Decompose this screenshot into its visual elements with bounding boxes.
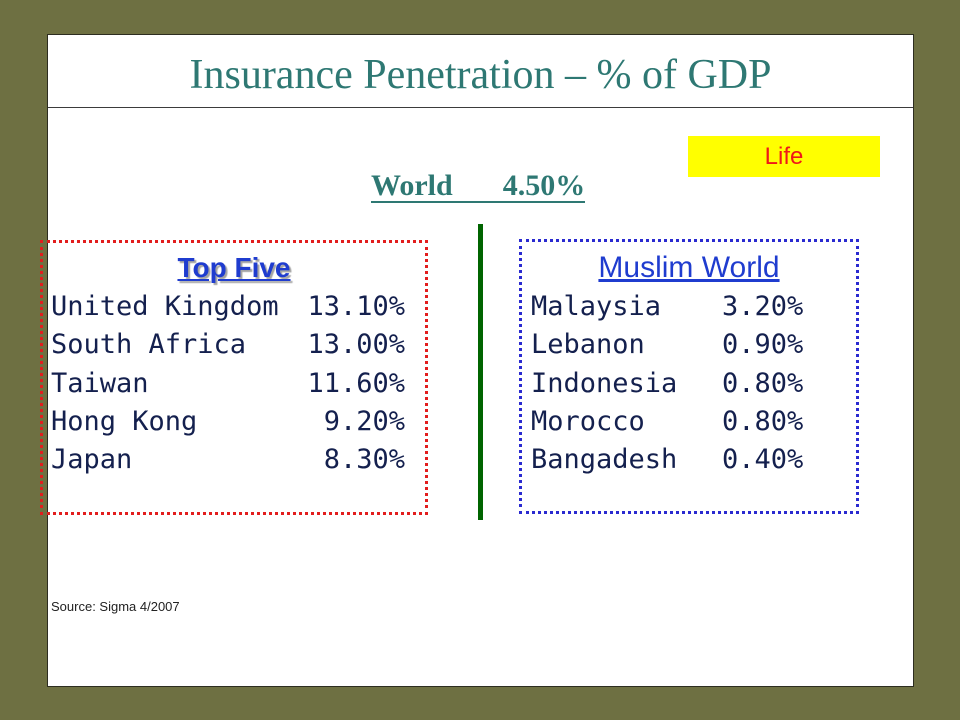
penetration-value: 3.20% <box>722 291 804 322</box>
country-name: Taiwan <box>51 367 149 399</box>
country-name: Malaysia <box>531 291 662 322</box>
penetration-value: 8.30% <box>323 444 405 476</box>
muslim-world-list: Malaysia 3.20% Lebanon 0.90% Indonesia 0… <box>531 288 831 479</box>
top-five-box <box>40 240 428 515</box>
top-five-list: United Kingdom 13.10% South Africa 13.00… <box>51 288 405 479</box>
source-note: Source: Sigma 4/2007 <box>51 599 180 614</box>
list-item: United Kingdom 13.10% <box>51 288 405 326</box>
muslim-world-heading: Muslim World <box>598 251 780 284</box>
penetration-value: 0.90% <box>722 329 804 361</box>
title-divider <box>48 107 913 108</box>
list-item: Taiwan 11.60% <box>51 365 405 403</box>
list-item: Indonesia 0.80% <box>531 365 831 403</box>
list-item: Bangadesh 0.40% <box>531 441 831 479</box>
world-label: World <box>371 169 453 202</box>
penetration-value: 13.00% <box>307 329 405 361</box>
list-item: Japan 8.30% <box>51 441 405 479</box>
column-divider <box>478 224 483 520</box>
country-name: United Kingdom <box>51 291 279 322</box>
list-item: Lebanon 0.90% <box>531 326 831 364</box>
slide-title: Insurance Penetration – % of GDP <box>189 52 772 98</box>
penetration-value: 13.10% <box>307 291 405 322</box>
penetration-value: 11.60% <box>307 367 405 399</box>
world-average: World 4.50% <box>371 169 586 203</box>
life-badge: Life <box>688 136 880 177</box>
list-item: Malaysia 3.20% <box>531 288 831 326</box>
penetration-value: 9.20% <box>323 405 405 437</box>
muslim-world-box <box>519 239 859 514</box>
penetration-value: 0.40% <box>722 444 804 476</box>
list-item: Morocco 0.80% <box>531 403 831 441</box>
country-name: Hong Kong <box>51 405 198 437</box>
country-name: South Africa <box>51 329 247 361</box>
country-name: Indonesia <box>531 367 678 399</box>
penetration-value: 0.80% <box>722 367 804 399</box>
penetration-value: 0.80% <box>722 405 804 437</box>
list-item: Hong Kong 9.20% <box>51 403 405 441</box>
country-name: Bangadesh <box>531 444 678 476</box>
country-name: Morocco <box>531 405 645 437</box>
list-item: South Africa 13.00% <box>51 326 405 364</box>
top-five-heading: Top Five <box>177 252 291 283</box>
country-name: Japan <box>51 444 133 476</box>
country-name: Lebanon <box>531 329 645 361</box>
world-value: 4.50% <box>502 169 586 202</box>
